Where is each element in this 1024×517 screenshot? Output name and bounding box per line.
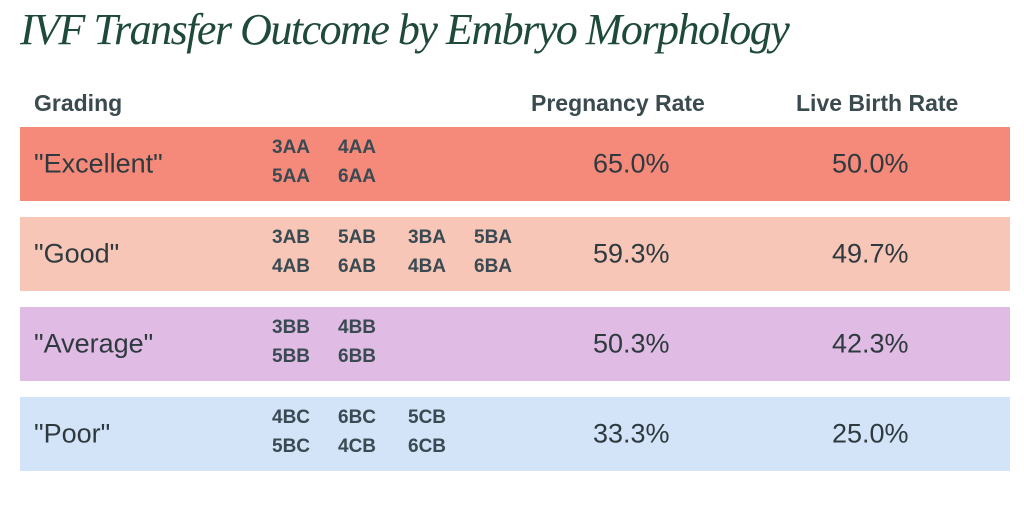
pregnancy-rate-value: 33.3% <box>593 418 670 449</box>
header-live-birth-rate: Live Birth Rate <box>796 90 959 116</box>
morphology-code: 5CB <box>408 407 447 428</box>
live-birth-rate-value: 50.0% <box>832 148 909 179</box>
morphology-code <box>474 316 540 339</box>
morphology-code: 5BB <box>272 346 311 367</box>
morphology-code: 5BA <box>474 227 513 248</box>
live-birth-rate-value: 42.3% <box>832 328 909 359</box>
morphology-code: 4CB <box>338 436 377 457</box>
morphology-code <box>408 136 474 159</box>
table-row: "Average" 3BB 4BB 5BB 6BB 50.3% 42.3% <box>20 307 1010 381</box>
morphology-code: 3BB <box>272 317 311 338</box>
live-birth-rate-value: 25.0% <box>832 418 909 449</box>
live-birth-rate-value: 49.7% <box>832 238 909 269</box>
morphology-code <box>408 165 474 188</box>
morphology-code <box>408 316 474 339</box>
table-row: "Poor" 4BC 6BC 5CB 5BC 4CB 6CB 33.3% 25.0% <box>20 397 1010 471</box>
morphology-code: 4AA <box>338 137 377 158</box>
morphology-code <box>474 136 540 159</box>
header-grading: Grading <box>34 90 123 116</box>
morphology-code: 4AB <box>272 256 311 277</box>
morphology-code: 5BC <box>272 436 311 457</box>
morphology-code: 6BA <box>474 256 513 277</box>
table-row: "Excellent" 3AA 4AA 5AA 6AA 65.0% 50.0% <box>20 127 1010 201</box>
pregnancy-rate-value: 50.3% <box>593 328 670 359</box>
table-row: "Good" 3AB 5AB 3BA 5BA 4AB 6AB 4BA 6BA 59.3% 49.7% <box>20 217 1010 291</box>
morphology-code <box>408 345 474 368</box>
morphology-codes: 3BB 4BB 5BB 6BB <box>272 316 540 368</box>
pregnancy-rate-value: 59.3% <box>593 238 670 269</box>
morphology-code: 4BC <box>272 407 311 428</box>
morphology-code: 6CB <box>408 436 447 457</box>
morphology-code: 5AB <box>338 227 377 248</box>
morphology-code: 3AA <box>272 137 311 158</box>
morphology-code <box>474 345 540 368</box>
morphology-code <box>474 165 540 188</box>
morphology-code: 4BB <box>338 317 377 338</box>
morphology-codes: 4BC 6BC 5CB 5BC 4CB 6CB <box>272 406 540 458</box>
morphology-codes: 3AB 5AB 3BA 5BA 4AB 6AB 4BA 6BA <box>272 226 540 278</box>
morphology-codes: 3AA 4AA 5AA 6AA <box>272 136 540 188</box>
morphology-code: 3BA <box>408 227 447 248</box>
pregnancy-rate-value: 65.0% <box>593 148 670 179</box>
morphology-code: 6BB <box>338 346 377 367</box>
morphology-code: 6AA <box>338 166 377 187</box>
morphology-code <box>474 406 540 429</box>
grade-label: "Good" <box>34 238 120 269</box>
morphology-code <box>474 435 540 458</box>
grade-label: "Average" <box>34 328 154 359</box>
header-pregnancy-rate: Pregnancy Rate <box>531 90 705 116</box>
morphology-code: 3AB <box>272 227 311 248</box>
chart-title: IVF Transfer Outcome by Embryo Morpholog… <box>20 5 790 54</box>
morphology-code: 6BC <box>338 407 377 428</box>
grade-label: "Excellent" <box>34 148 163 179</box>
morphology-code: 5AA <box>272 166 311 187</box>
morphology-code: 6AB <box>338 256 377 277</box>
morphology-code: 4BA <box>408 256 447 277</box>
grade-label: "Poor" <box>34 418 111 449</box>
